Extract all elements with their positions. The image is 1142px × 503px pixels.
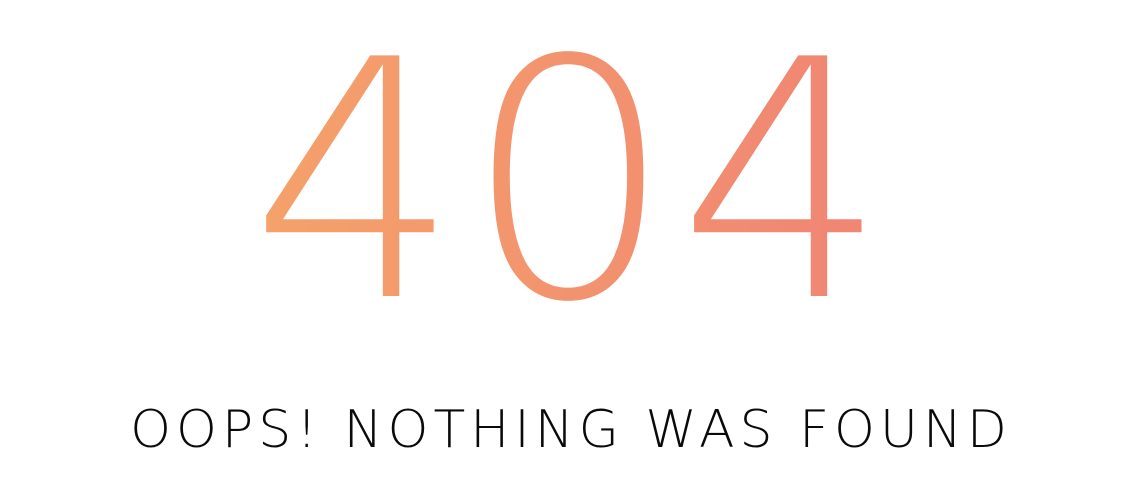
error-code: 404: [250, 30, 892, 320]
error-code-container: 404: [0, 30, 1142, 320]
error-code-graphic: 404: [250, 30, 892, 320]
error-message: OOPS! NOTHING WAS FOUND: [130, 400, 1012, 460]
